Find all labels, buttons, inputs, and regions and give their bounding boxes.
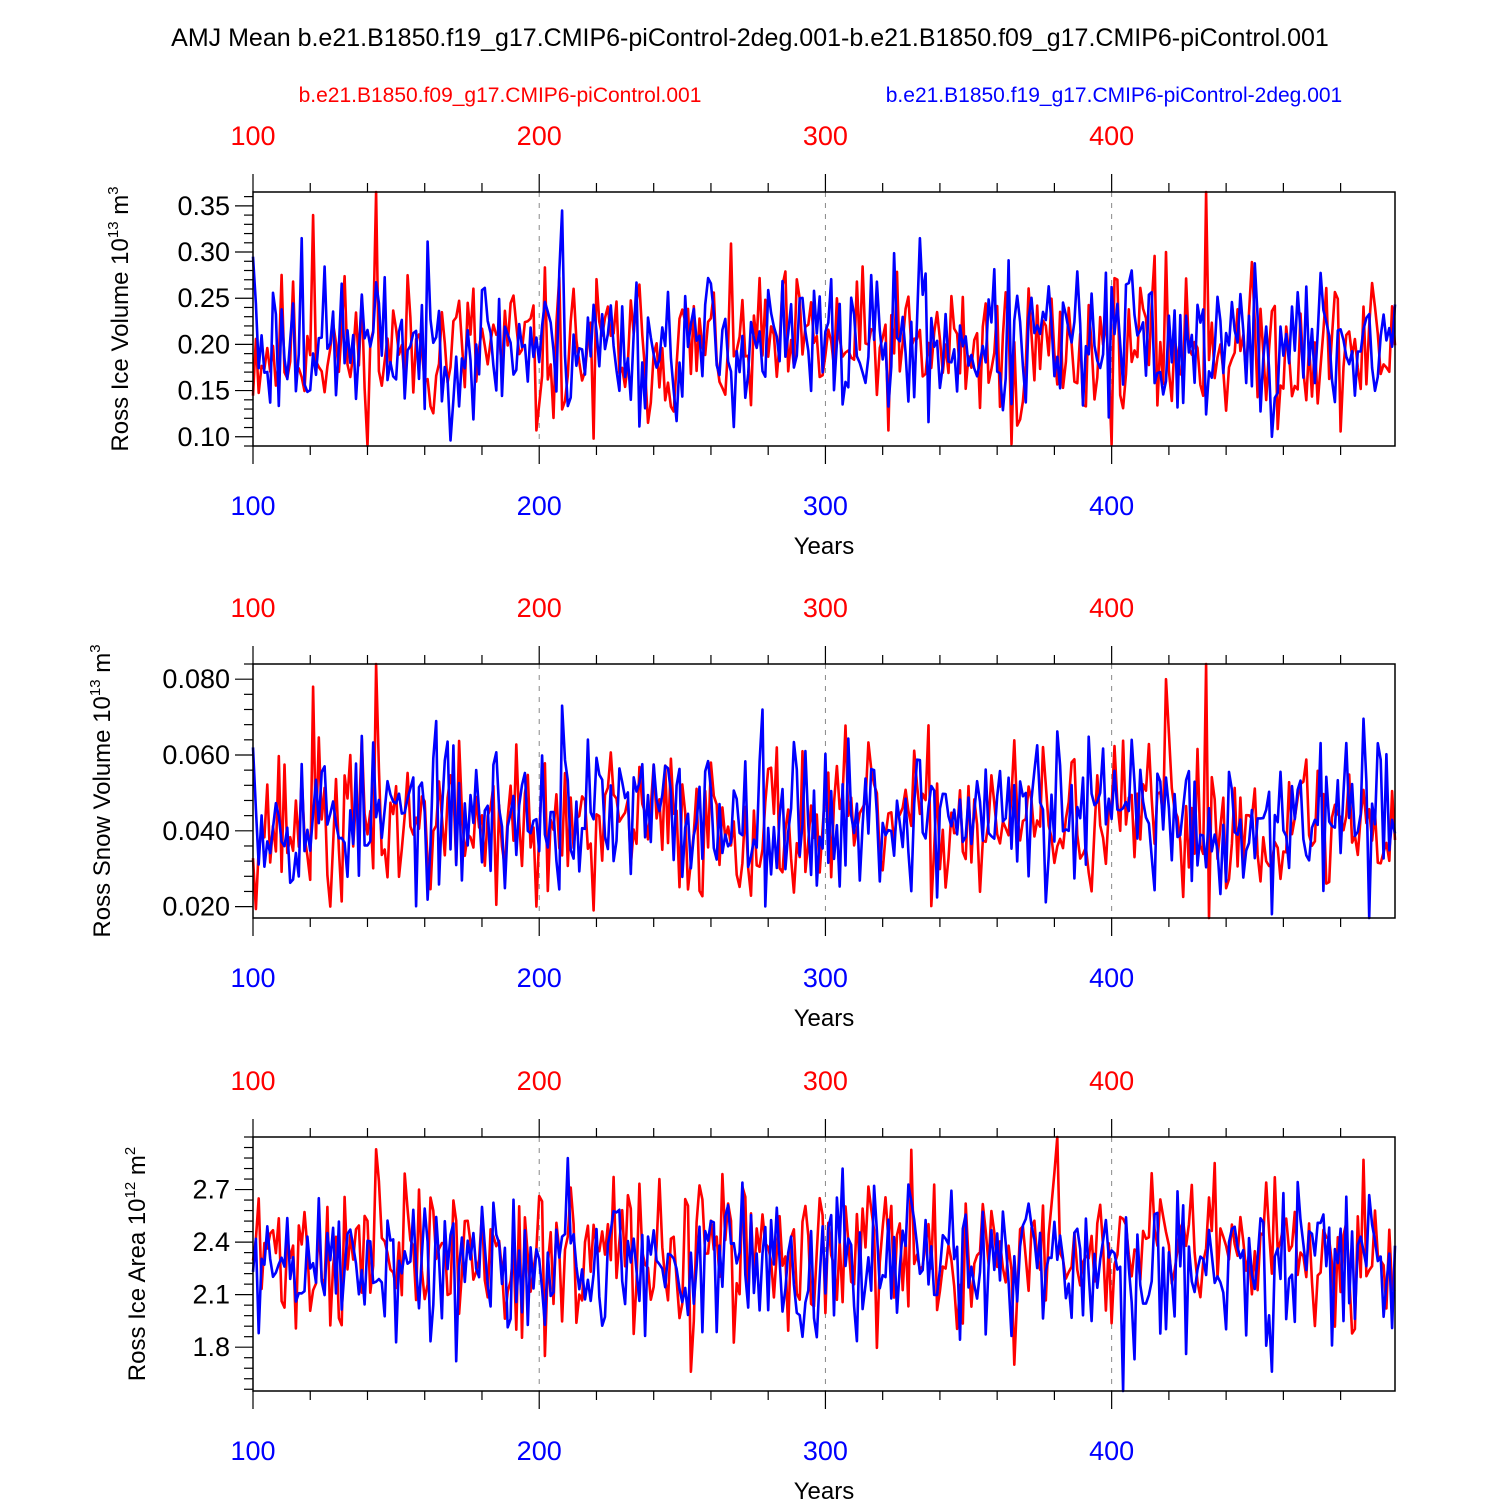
legend-red-label: b.e21.B1850.f09_g17.CMIP6-piControl.001: [299, 84, 702, 107]
y-tick-label: 0.10: [177, 422, 230, 452]
y-tick-label: 0.20: [177, 329, 230, 359]
top-x-tick-label: 400: [1089, 1066, 1134, 1096]
x-tick-label: 200: [517, 963, 562, 993]
legend-blue-label: b.e21.B1850.f19_g17.CMIP6-piControl-2deg…: [886, 84, 1342, 107]
top-x-tick-label: 100: [230, 121, 275, 151]
x-tick-label: 300: [803, 491, 848, 521]
series-line-blue: [251, 1156, 1397, 1393]
x-axis-label: Years: [794, 1478, 855, 1500]
y-axis-label-superscript: 2: [122, 1147, 139, 1155]
y-tick-label: 0.25: [177, 283, 230, 313]
panel-snow-volume: 0.020 0.040 0.060 0.080 100 100 200 200 300 300 40…: [87, 593, 1397, 1032]
x-tick-label: 300: [803, 963, 848, 993]
y-tick-label: 1.8: [192, 1332, 230, 1362]
y-tick-label: 0.020: [162, 892, 230, 922]
y-axis-label-superscript: 3: [87, 644, 104, 652]
x-axis-label: Years: [794, 1005, 855, 1032]
y-tick-label: 0.35: [177, 191, 230, 221]
panel-ice-area: 1.8 2.1 2.4 2.7 100 100 200 200 300 300 400 400 Year…: [122, 1066, 1397, 1500]
series-line-blue: [251, 704, 1397, 920]
x-tick-label: 400: [1089, 1436, 1134, 1466]
y-axis-label-superscript: 3: [105, 186, 122, 194]
x-tick-label: 100: [230, 491, 275, 521]
x-tick-label: 100: [230, 1436, 275, 1466]
y-tick-label: 2.7: [192, 1175, 230, 1205]
plot-frame: [252, 663, 1396, 919]
y-tick-label: 2.4: [192, 1227, 230, 1257]
y-tick-label: 0.060: [162, 740, 230, 770]
plot-frame: [252, 191, 1396, 447]
y-axis-label: Ross Ice Volume 1013 m3: [105, 186, 134, 451]
y-axis-label-part: m: [124, 1155, 151, 1182]
top-x-tick-label: 300: [803, 121, 848, 151]
panel-ice-volume: 0.10 0.15 0.20 0.25 0.30 0.35 100 100 200 200 300 3…: [105, 121, 1397, 560]
y-axis-label: Ross Ice Area 1012 m2: [122, 1147, 151, 1381]
y-tick-label: 0.040: [162, 816, 230, 846]
x-tick-label: 300: [803, 1436, 848, 1466]
y-axis-label-superscript: 13: [87, 679, 104, 696]
top-x-tick-label: 400: [1089, 593, 1134, 623]
figure-title: AMJ Mean b.e21.B1850.f19_g17.CMIP6-piCon…: [171, 24, 1329, 52]
x-tick-label: 400: [1089, 963, 1134, 993]
y-axis-label-part: Ross Ice Volume 10: [107, 238, 134, 451]
y-tick-label: 0.15: [177, 376, 230, 406]
y-axis-label-superscript: 12: [122, 1182, 139, 1199]
y-axis-label-part: m: [89, 653, 116, 680]
y-axis-label: Ross Snow Volume 1013 m3: [87, 644, 116, 937]
y-axis-label-part: Ross Ice Area 10: [124, 1198, 151, 1381]
plot-frame: [252, 1136, 1396, 1392]
top-x-tick-label: 200: [517, 121, 562, 151]
top-x-tick-label: 200: [517, 593, 562, 623]
y-axis-label-part: m: [107, 195, 134, 222]
top-x-tick-label: 200: [517, 1066, 562, 1096]
x-axis-label: Years: [794, 533, 855, 560]
x-tick-label: 200: [517, 1436, 562, 1466]
top-x-tick-label: 400: [1089, 121, 1134, 151]
top-x-tick-label: 300: [803, 593, 848, 623]
y-axis-label-part: Ross Snow Volume 10: [89, 696, 116, 937]
x-tick-label: 400: [1089, 491, 1134, 521]
top-x-tick-label: 100: [230, 593, 275, 623]
top-x-tick-label: 300: [803, 1066, 848, 1096]
y-axis-label-superscript: 13: [105, 221, 122, 238]
x-tick-label: 200: [517, 491, 562, 521]
y-tick-label: 0.080: [162, 664, 230, 694]
x-tick-label: 100: [230, 963, 275, 993]
y-tick-label: 0.30: [177, 237, 230, 267]
top-x-tick-label: 100: [230, 1066, 275, 1096]
series-line-blue: [251, 209, 1397, 442]
y-tick-label: 2.1: [192, 1280, 230, 1310]
